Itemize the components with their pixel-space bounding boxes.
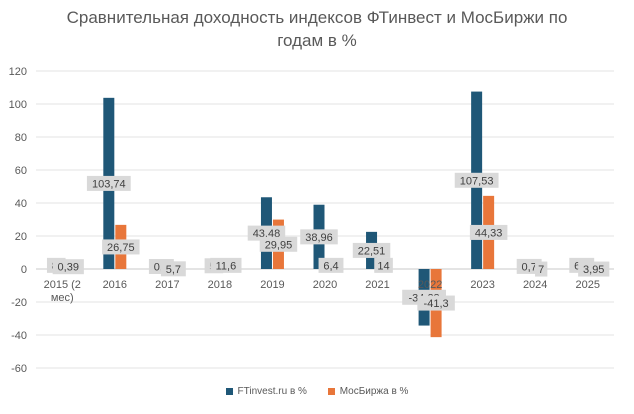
data-label-text: 29,95 <box>265 239 293 251</box>
legend-label-mosbirzha: МосБиржа в % <box>339 386 409 397</box>
data-label-ftinvest: 107,53 <box>454 172 499 188</box>
x-category-label: 2018 <box>208 279 232 291</box>
data-label-box <box>417 295 455 311</box>
legend-swatch-mosbirzha <box>327 388 335 395</box>
x-category-label: 2022 <box>418 279 442 291</box>
y-tick-label: 40 <box>15 198 27 210</box>
data-label-box <box>86 175 131 191</box>
data-label-text: 6,4 <box>323 260 338 272</box>
x-category-label: 2019 <box>260 279 284 291</box>
data-label-ftinvest: 103,74 <box>86 175 131 191</box>
data-label-text: -41,3 <box>424 298 449 310</box>
x-category-label: 2020 <box>313 279 337 291</box>
data-label-text: 0,39 <box>58 262 79 274</box>
data-label-text: 3,95 <box>583 264 604 276</box>
data-label-mosbirzha: -41,3 <box>417 295 455 311</box>
data-label-mosbirzha: 14 <box>374 257 393 273</box>
data-label-text: 5,7 <box>166 264 181 276</box>
y-tick-label: -20 <box>11 297 27 309</box>
data-label-box <box>374 257 393 273</box>
y-tick-label: 120 <box>9 66 27 78</box>
data-label-box <box>102 239 140 255</box>
data-label-text: 0,7 <box>522 261 537 273</box>
data-label-box <box>578 261 610 277</box>
data-label-mosbirzha: 7 <box>535 261 548 277</box>
legend-item-mosbirzha: МосБиржа в % <box>327 386 409 397</box>
data-label-mosbirzha: 5,7 <box>160 261 186 277</box>
data-label-text: 103,74 <box>92 178 126 190</box>
data-label-text: 11,6 <box>216 260 237 272</box>
data-label-mosbirzha: 44,33 <box>469 224 508 240</box>
y-tick-label: 20 <box>15 231 27 243</box>
data-label-mosbirzha: 6,4 <box>318 257 344 273</box>
x-category-label: 2023 <box>470 279 494 291</box>
x-category-label: 2021 <box>365 279 389 291</box>
data-label-text: 38,96 <box>305 232 333 244</box>
data-label-text: 7 <box>538 264 544 276</box>
data-label-box <box>469 224 508 240</box>
data-label-box <box>318 257 344 273</box>
data-label-mosbirzha: 3,95 <box>578 261 610 277</box>
data-label-mosbirzha: 29,95 <box>259 236 298 252</box>
legend-item-ftinvest: FTinvest.ru в % <box>225 386 307 397</box>
data-label-text: 26,75 <box>107 242 135 254</box>
y-tick-label: 80 <box>15 132 27 144</box>
data-label-box <box>352 242 391 258</box>
data-label-text: 22,51 <box>358 245 386 257</box>
y-tick-label: -60 <box>11 363 27 375</box>
data-label-text: 44,33 <box>475 227 503 239</box>
legend-swatch-ftinvest <box>225 388 233 395</box>
data-label-box <box>160 261 186 277</box>
data-label-box <box>454 172 499 188</box>
data-label-box <box>300 229 338 245</box>
data-label-mosbirzha: 26,75 <box>102 239 140 255</box>
data-label-ftinvest: 38,96 <box>300 229 338 245</box>
chart-title-line-2: годам в % <box>277 31 357 50</box>
chart-legend: FTinvest.ru в % МосБиржа в % <box>0 386 634 398</box>
data-label-text: 107,53 <box>460 175 494 187</box>
x-category-label: 2016 <box>103 279 127 291</box>
data-label-box <box>535 261 548 277</box>
data-label-box <box>52 259 84 275</box>
y-tick-label: 100 <box>9 99 27 111</box>
legend-label-ftinvest: FTinvest.ru в % <box>237 386 307 397</box>
data-label-text: 14 <box>377 260 389 272</box>
data-label-box <box>259 236 298 252</box>
y-tick-label: 60 <box>15 165 27 177</box>
chart-title-line-1: Сравнительная доходность индексов ФТинве… <box>66 8 568 27</box>
x-category-label: 2017 <box>155 279 179 291</box>
data-label-mosbirzha: 0,39 <box>52 259 84 275</box>
y-tick-label: 0 <box>21 264 27 276</box>
x-category-label: 2015 (2 мес) <box>44 279 81 304</box>
data-label-box <box>210 257 242 273</box>
data-label-ftinvest: 22,51 <box>352 242 391 258</box>
y-tick-label: -40 <box>11 330 27 342</box>
data-label-mosbirzha: 11,6 <box>210 257 242 273</box>
x-category-label: 2024 <box>523 279 547 291</box>
x-category-label: 2025 <box>575 279 599 291</box>
